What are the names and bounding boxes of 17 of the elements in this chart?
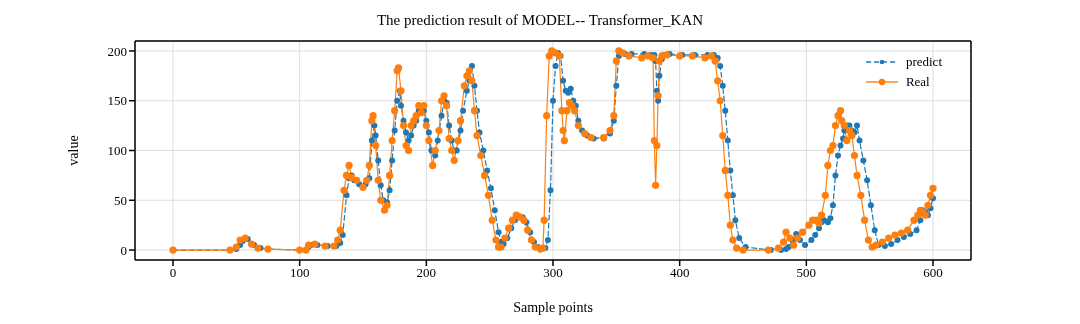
y-tick-label: 200 [107,43,127,59]
legend-label: predict [905,53,942,71]
x-axis-title: Sample points [513,300,593,315]
x-tick-label: 500 [796,265,817,281]
chart-title: The prediction result of MODEL-- Transformer_KAN [375,11,705,30]
x-tick-label: 200 [416,265,437,281]
y-tick-label: 50 [114,192,127,208]
x-tick-label: 600 [923,265,943,281]
y-tick-label: 0 [120,242,127,258]
x-tick-label: 300 [543,265,563,281]
x-tick-label: 100 [289,265,310,281]
x-tick-label: 400 [669,265,690,281]
y-tick-label: 100 [107,143,127,159]
legend-label: Real [905,73,930,91]
y-tick-label: 150 [107,93,127,109]
y-axis-title: value [65,135,81,166]
x-tick-label: 0 [169,265,177,281]
